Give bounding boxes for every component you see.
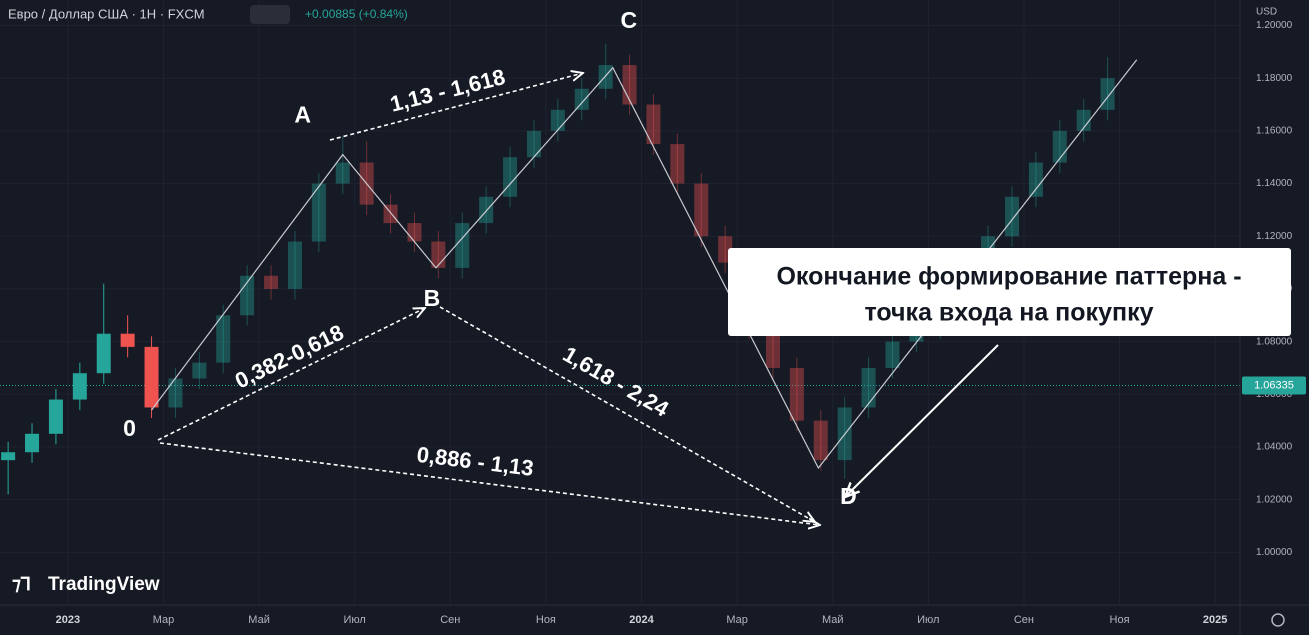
x-tick-label: Май	[822, 614, 844, 626]
candle-body	[144, 346, 159, 408]
candle-body	[216, 315, 231, 363]
brand: TradingView	[48, 574, 160, 595]
x-tick-label: Сен	[440, 614, 460, 626]
candle-body	[694, 183, 709, 237]
x-tick-label: 2023	[56, 614, 80, 626]
callout-arrow	[845, 344, 999, 497]
candle-body	[1076, 109, 1091, 131]
x-tick-label: Ноя	[536, 614, 556, 626]
callout-box	[728, 248, 1291, 336]
plot	[0, 43, 1240, 495]
y-tick-label: 1.18000	[1256, 73, 1293, 84]
ratio-arrow	[329, 73, 583, 141]
candle-body	[550, 109, 565, 131]
y-tick-label: 1.20000	[1256, 20, 1293, 31]
currency: USD	[1256, 7, 1277, 18]
candle-body	[670, 144, 685, 184]
x-tick-label: Мар	[153, 614, 175, 626]
candle-body	[479, 196, 494, 224]
symbol-title: Евро / Доллар США · 1Н · FXCM	[8, 6, 205, 21]
candle-body	[335, 162, 350, 184]
callout-text: точка входа на покупку	[864, 299, 1153, 327]
ratio-arrow	[439, 306, 815, 522]
callout-text: Окончание формирование паттерна -	[776, 263, 1241, 291]
brand-logo: ⁊ꓶ	[12, 574, 31, 594]
candle-body	[72, 373, 87, 400]
x-tick-label: Ноя	[1110, 614, 1130, 626]
settings-button[interactable]	[1271, 613, 1285, 627]
current-price-tag	[1242, 376, 1306, 395]
candle-body	[885, 341, 900, 368]
candle-body	[168, 378, 183, 408]
candle-body	[526, 130, 541, 158]
candle-body	[1028, 162, 1043, 197]
candle-body	[48, 399, 63, 434]
y-tick-label: 1.16000	[1256, 126, 1293, 137]
pattern-point-label: A	[294, 102, 311, 128]
candle-body	[1004, 196, 1019, 237]
x-tick-label: Июл	[344, 614, 366, 626]
candle-body	[622, 65, 637, 105]
candle-body	[25, 433, 40, 453]
pattern-point-label: 0	[123, 415, 136, 441]
candle-body	[455, 223, 470, 268]
y-tick-label: 1.02000	[1256, 494, 1293, 505]
candle-body	[574, 88, 589, 110]
candle-body	[407, 223, 422, 242]
x-tick-label: 2024	[629, 614, 654, 626]
y-tick-label: 1.04000	[1256, 442, 1293, 453]
candle-body	[503, 157, 518, 197]
y-tick-label: 1.00000	[1256, 547, 1293, 558]
pattern-line	[151, 59, 1138, 470]
x-tick-label: Май	[248, 614, 270, 626]
candle-body	[311, 183, 326, 242]
y-tick-label: 1.12000	[1256, 231, 1293, 242]
x-tick-label: 2025	[1203, 614, 1227, 626]
y-tick-label: 1.08000	[1256, 336, 1293, 347]
candle-body	[287, 241, 302, 289]
candle-body	[765, 328, 780, 368]
candle-body	[240, 275, 255, 316]
price-change: +0.00885 (+0.84%)	[305, 7, 408, 21]
ratio-arrow	[157, 308, 425, 441]
candle-body	[1, 452, 16, 461]
x-tick-label: Сен	[1014, 614, 1034, 626]
candle-body	[1100, 78, 1115, 110]
candle-body	[96, 333, 111, 374]
candle-body	[861, 367, 876, 408]
candle-body	[789, 367, 804, 421]
current-price-label: 1.06335	[1254, 379, 1294, 391]
candle-body	[813, 420, 828, 461]
x-tick-label: Июл	[917, 614, 939, 626]
pattern-point-label: C	[621, 7, 638, 33]
candle-body	[598, 65, 613, 89]
indicator-toggle[interactable]	[250, 5, 290, 24]
candle-body	[264, 275, 279, 289]
candle-body	[120, 333, 135, 347]
candle-body	[192, 362, 207, 379]
x-tick-label: Мар	[726, 614, 748, 626]
y-tick-label: 1.14000	[1256, 178, 1293, 189]
ratio-arrow	[159, 442, 820, 525]
pattern-point-label: B	[424, 285, 441, 311]
candle-body	[646, 104, 661, 145]
